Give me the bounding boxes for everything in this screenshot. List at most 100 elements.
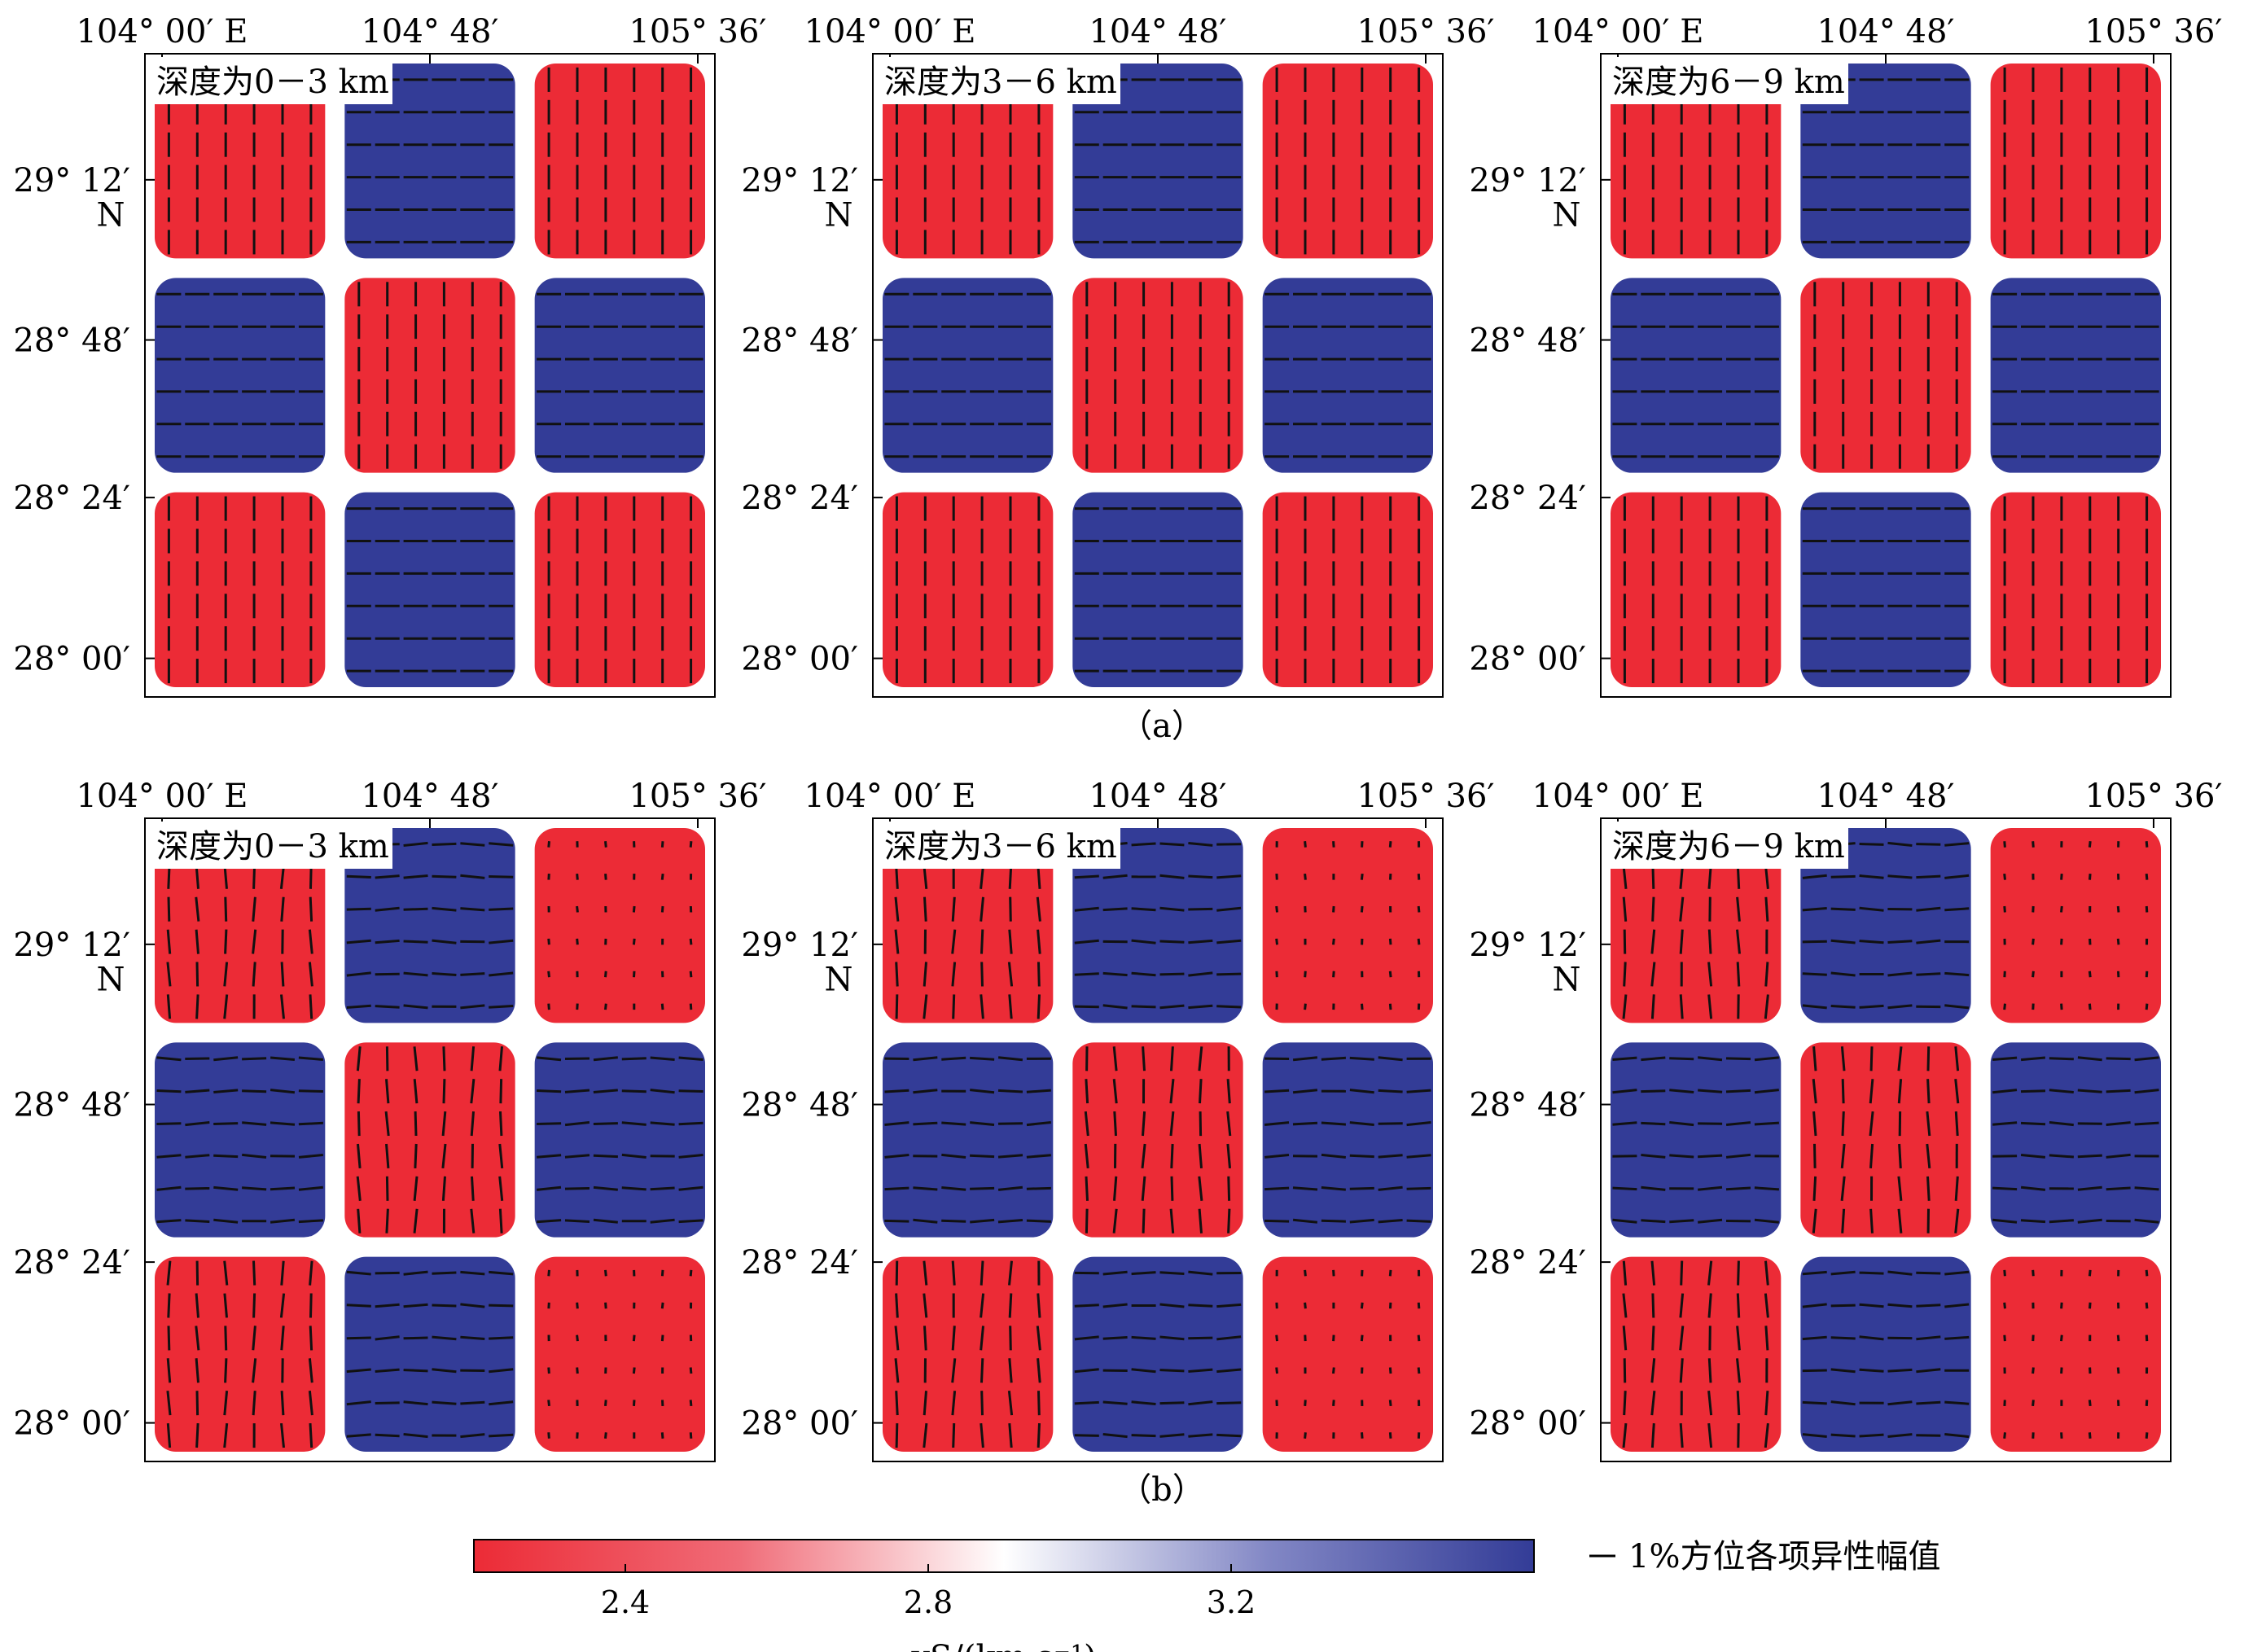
fast-direction-bar [997, 1154, 1023, 1159]
fast-direction-bar [660, 1269, 664, 1277]
fast-direction-bar [632, 1334, 636, 1342]
fast-direction-bar [1304, 1269, 1307, 1277]
fast-direction-bar [460, 907, 485, 912]
fast-direction-bar [346, 1270, 371, 1276]
fast-direction-bar [1679, 1358, 1684, 1383]
anisotropy-bars [2003, 841, 2149, 1010]
checker-cell [344, 492, 515, 687]
y-tick-label: 28° 24′ [741, 1244, 858, 1282]
fast-direction-bar [1216, 1335, 1242, 1341]
y-tick-label: N [1553, 197, 1581, 234]
fast-direction-bar [375, 972, 400, 976]
fast-direction-bar [980, 1391, 984, 1416]
fast-direction-bar [414, 1111, 418, 1137]
fast-direction-bar [298, 1185, 323, 1191]
fast-direction-bar [1887, 940, 1913, 944]
y-tick-label: N [825, 962, 853, 999]
fast-direction-bar [1388, 1432, 1392, 1439]
fast-direction-bar [1264, 1121, 1290, 1126]
fast-direction-bar [2031, 1269, 2035, 1277]
fast-direction-bar [1623, 1391, 1627, 1416]
x-tick-label: 104° 48′ [1089, 778, 1226, 815]
fast-direction-bar [1669, 1089, 1694, 1093]
fast-direction-bar [621, 1089, 646, 1093]
fast-direction-bar [2020, 1056, 2046, 1062]
fast-direction-bar [1275, 905, 1278, 913]
fast-direction-bar [923, 994, 928, 1019]
depth-label: 深度为0－3 km [156, 828, 389, 865]
fast-direction-bar [1388, 971, 1392, 978]
fast-direction-bar [1926, 1111, 1931, 1137]
y-tick-label: 29° 12′ [741, 162, 858, 199]
fast-direction-bar [2106, 1121, 2131, 1126]
fast-direction-bar [2088, 841, 2092, 848]
fast-direction-bar [252, 1358, 257, 1383]
fast-direction-bar [270, 1121, 296, 1126]
anisotropy-bars [1275, 496, 1421, 684]
fast-direction-bar [923, 1260, 928, 1286]
fast-direction-bar [689, 1367, 693, 1374]
fast-direction-bar [913, 1186, 938, 1191]
fast-direction-bar [941, 1186, 966, 1191]
anisotropy-bars [1275, 841, 1421, 1010]
fast-direction-bar [1725, 1153, 1751, 1159]
fast-direction-bar [576, 1367, 579, 1374]
fast-direction-bar [1802, 1400, 1827, 1405]
checker-cell [1262, 1256, 1433, 1452]
fast-direction-bar [913, 1218, 938, 1224]
fast-direction-bar [1707, 1260, 1713, 1286]
fast-direction-bar [356, 1046, 362, 1071]
fast-direction-bar [1736, 1326, 1741, 1351]
fast-direction-bar [1859, 1433, 1884, 1438]
checker-cell [1990, 278, 2161, 473]
anisotropy-bars [884, 1056, 1051, 1224]
fast-direction-bar [547, 1432, 550, 1439]
fast-direction-bar [1916, 874, 1941, 879]
fast-direction-bar [1707, 929, 1712, 954]
colorbar-tick-label: 2.4 [601, 1584, 650, 1620]
fast-direction-bar [1650, 1358, 1656, 1383]
fast-direction-bar [689, 1432, 693, 1439]
fast-direction-bar [213, 1185, 239, 1191]
fast-direction-bar [1084, 1111, 1089, 1137]
fast-direction-bar [385, 1079, 390, 1104]
fast-direction-bar [2116, 938, 2120, 945]
fast-direction-bar [308, 929, 313, 954]
fast-direction-bar [375, 1005, 400, 1009]
fast-direction-bar [1897, 1079, 1903, 1104]
fast-direction-bar [432, 972, 457, 976]
fast-direction-bar [375, 939, 400, 944]
fast-direction-bar [1304, 1432, 1307, 1439]
fast-direction-bar [1084, 1143, 1089, 1169]
anisotropy-bars [1084, 1046, 1232, 1234]
fast-direction-bar [2116, 1367, 2120, 1374]
fast-direction-bar [1226, 1143, 1231, 1169]
fast-direction-bar [1944, 842, 1970, 847]
fast-direction-bar [413, 1046, 419, 1071]
fast-direction-bar [1623, 962, 1627, 987]
fast-direction-bar [997, 1089, 1023, 1093]
fast-direction-bar [2116, 1334, 2120, 1342]
fast-direction-bar [2088, 1302, 2092, 1309]
fast-direction-bar [223, 994, 229, 1019]
fast-direction-bar [1159, 1004, 1185, 1010]
fast-direction-bar [1417, 874, 1421, 880]
checker-cell [534, 278, 705, 473]
fast-direction-bar [951, 1326, 956, 1351]
y-tick-label: 28° 48′ [741, 322, 858, 360]
fast-direction-bar [1830, 1433, 1856, 1438]
anisotropy-bars [884, 292, 1051, 458]
fast-direction-bar [1131, 1005, 1156, 1009]
fast-direction-bar [650, 1056, 675, 1061]
fast-direction-bar [489, 1336, 514, 1340]
fast-direction-bar [375, 1401, 400, 1404]
fast-direction-bar [385, 1176, 389, 1201]
fast-direction-bar [1406, 1219, 1431, 1223]
x-tick-label: 104° 48′ [361, 778, 498, 815]
fast-direction-bar [1131, 1400, 1156, 1405]
fast-direction-bar [951, 1358, 957, 1383]
fast-direction-bar [1085, 1176, 1089, 1201]
fast-direction-bar [1406, 1089, 1431, 1093]
checker-cell [1990, 1042, 2161, 1238]
fast-direction-bar [2134, 1121, 2159, 1126]
